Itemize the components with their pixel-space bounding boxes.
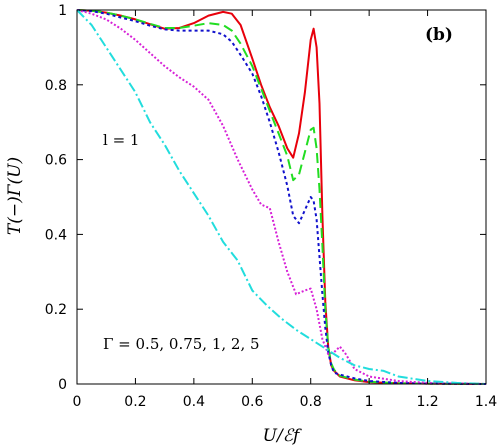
x-tick-label: 0.6 xyxy=(241,394,263,410)
panel-label: (b) xyxy=(425,25,453,45)
y-tick-label: 0.4 xyxy=(45,227,67,243)
gamma-annotation: Γ = 0.5, 0.75, 1, 2, 5 xyxy=(103,335,260,353)
x-tick-label: 0.8 xyxy=(300,394,322,410)
series-line-3 xyxy=(76,9,487,385)
y-tick-label: 0 xyxy=(58,377,67,393)
y-axis-title: T(−)Γ(U) xyxy=(5,157,25,235)
x-tick-label: 0.2 xyxy=(124,394,146,410)
y-tick-label: 1 xyxy=(58,3,67,19)
series-line-1 xyxy=(76,9,487,385)
x-tick-label: 0.4 xyxy=(183,394,205,410)
y-tick-label: 0.8 xyxy=(45,78,67,94)
series-layer xyxy=(76,9,487,385)
plot-frame xyxy=(76,9,487,385)
series-line-4 xyxy=(76,9,487,385)
y-tick-label: 0.6 xyxy=(45,153,67,169)
ticks-layer: 0 0.2 0.4 0.6 0.8 1 1.2 1.4 0 0.2 0.4 0.6 0.8 1 xyxy=(45,3,497,410)
x-axis-title: U/ℰf xyxy=(263,426,302,446)
l-annotation: l = 1 xyxy=(103,131,139,149)
series-line-5 xyxy=(76,9,487,385)
x-tick-label: 1 xyxy=(365,394,374,410)
x-tick-label: 0 xyxy=(73,394,82,410)
series-line-2 xyxy=(76,9,487,385)
x-tick-label: 1.2 xyxy=(416,394,438,410)
x-tick-label: 1.4 xyxy=(475,394,497,410)
y-tick-label: 0.2 xyxy=(45,302,67,318)
